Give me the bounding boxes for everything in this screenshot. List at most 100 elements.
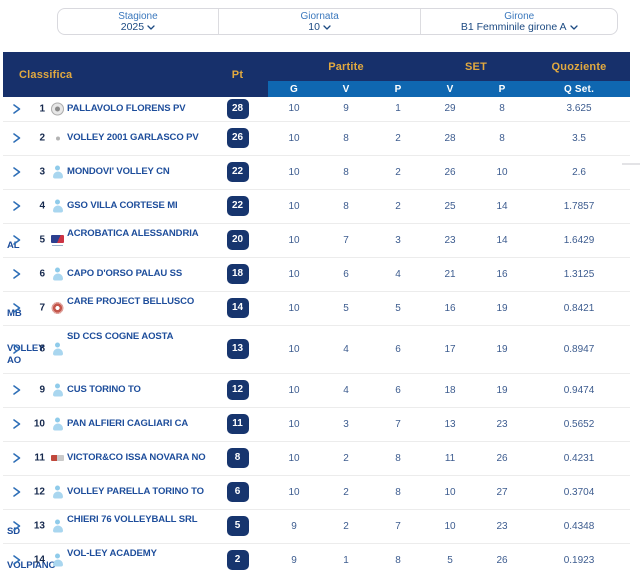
matches-lost-value: 3	[372, 223, 425, 258]
chevron-right-icon[interactable]	[12, 167, 21, 178]
filter-stagione[interactable]: Stagione 2025	[58, 9, 218, 34]
matches-lost-value: 1	[372, 97, 425, 122]
subheader-set-v: V	[424, 81, 477, 97]
set-quotient-value: 3.5	[528, 121, 631, 156]
rank-number: 1	[39, 103, 45, 115]
points-badge: 12	[226, 380, 249, 400]
points-cell: 18	[207, 257, 268, 292]
table-row[interactable]: 8 SD CCS COGNE AOSTA VOLLEY AO 13 10 4 6…	[3, 325, 631, 374]
table-row[interactable]: 14 VOL-LEY ACADEMY VOLPIANO 2 9 1 8 5 26…	[3, 543, 631, 570]
table-row[interactable]: 7 CARE PROJECT BELLUSCO MB 14 10 5 5 16 …	[3, 291, 631, 326]
filter-girone[interactable]: Girone B1 Femminile girone A	[420, 9, 617, 34]
rank-number: 8	[39, 343, 45, 355]
team-logo-icon	[51, 342, 64, 356]
team-cell: 1 PALLAVOLO FLORENS PV	[3, 97, 207, 122]
team-name: SD CCS COGNE AOSTA VOLLEY AO	[7, 331, 174, 366]
sets-lost-value: 8	[476, 121, 529, 156]
games-played-value: 10	[268, 373, 320, 408]
team-name: ACROBATICA ALESSANDRIA AL	[7, 228, 199, 251]
team-name: VOL-LEY ACADEMY VOLPIANO	[7, 548, 157, 570]
team-name: VOLLEY 2001 GARLASCO PV	[67, 132, 199, 143]
team-logo-icon	[51, 267, 64, 281]
subheader-p: P	[372, 81, 425, 97]
filter-giornata[interactable]: Giornata 10	[217, 9, 421, 34]
set-quotient-value: 2.6	[528, 155, 631, 190]
chevron-right-icon[interactable]	[12, 235, 21, 246]
filter-giornata-value[interactable]: 10	[308, 20, 331, 33]
chevron-right-icon[interactable]	[12, 103, 21, 114]
chevron-right-icon[interactable]	[12, 344, 21, 355]
divider-fragment	[622, 163, 640, 165]
rank-number: 2	[39, 132, 45, 144]
chevron-right-icon[interactable]	[12, 521, 21, 532]
matches-won-value: 4	[320, 373, 372, 408]
filter-girone-value[interactable]: B1 Femminile girone A	[461, 21, 578, 33]
chevron-right-icon[interactable]	[12, 453, 21, 464]
filter-stagione-value-text: 2025	[120, 20, 145, 33]
set-quotient-value: 0.5652	[528, 407, 631, 442]
chevron-right-icon[interactable]	[12, 487, 21, 498]
table-row[interactable]: 9 CUS TORINO TO 12 10 4 6 18 19 0.9474	[3, 373, 631, 408]
filter-girone-label: Girone	[504, 10, 535, 22]
set-quotient-value: 3.625	[528, 97, 631, 122]
filter-giornata-value-text: 10	[308, 20, 320, 33]
games-played-value: 10	[268, 475, 320, 510]
team-logo-icon	[51, 199, 64, 213]
games-played-value: 10	[268, 291, 320, 326]
table-row[interactable]: 13 CHIERI 76 VOLLEYBALL SRL SD 5 9 2 7 1…	[3, 509, 631, 544]
points-cell: 5	[207, 509, 268, 544]
table-row[interactable]: 4 GSO VILLA CORTESE MI 22 10 8 2 25 14 1…	[3, 189, 631, 224]
table-row[interactable]: 5 ACROBATICA ALESSANDRIA AL 20 10 7 3 23…	[3, 223, 631, 258]
matches-won-value: 7	[320, 223, 372, 258]
team-cell: 4 GSO VILLA CORTESE MI	[3, 189, 207, 224]
set-quotient-value: 1.3125	[528, 257, 631, 292]
sets-lost-value: 26	[476, 441, 529, 476]
chevron-right-icon[interactable]	[12, 555, 21, 566]
matches-won-value: 3	[320, 407, 372, 442]
matches-lost-value: 6	[372, 373, 425, 408]
sets-lost-value: 16	[476, 257, 529, 292]
chevron-right-icon[interactable]	[12, 269, 21, 280]
sets-lost-value: 23	[476, 509, 529, 544]
standings-body: 1 PALLAVOLO FLORENS PV 28 10 9 1 29 8 3.…	[3, 97, 631, 570]
chevron-right-icon[interactable]	[12, 419, 21, 430]
games-played-value: 10	[268, 189, 320, 224]
points-cell: 12	[207, 373, 268, 408]
team-cell: 14 VOL-LEY ACADEMY VOLPIANO	[3, 543, 207, 570]
table-row[interactable]: 2 VOLLEY 2001 GARLASCO PV 26 10 8 2 28 8…	[3, 121, 631, 156]
chevron-right-icon[interactable]	[12, 303, 21, 314]
team-logo-icon	[51, 553, 64, 567]
table-row[interactable]: 1 PALLAVOLO FLORENS PV 28 10 9 1 29 8 3.…	[3, 97, 631, 122]
matches-won-value: 8	[320, 121, 372, 156]
rank-number: 13	[33, 520, 45, 532]
matches-lost-value: 8	[372, 543, 425, 570]
matches-lost-value: 7	[372, 509, 425, 544]
team-cell: 8 SD CCS COGNE AOSTA VOLLEY AO	[3, 325, 207, 374]
filter-stagione-value[interactable]: 2025	[120, 20, 155, 33]
chevron-right-icon[interactable]	[12, 385, 21, 396]
table-row[interactable]: 11 VICTOR&CO ISSA NOVARA NO 8 10 2 8 11 …	[3, 441, 631, 476]
table-row[interactable]: 3 MONDOVI' VOLLEY CN 22 10 8 2 26 10 2.6	[3, 155, 631, 190]
sets-won-value: 28	[424, 121, 477, 156]
rank-number: 3	[39, 166, 45, 178]
header-pt: Pt	[207, 52, 268, 97]
points-badge: 8	[226, 448, 249, 468]
team-cell: 11 VICTOR&CO ISSA NOVARA NO	[3, 441, 207, 476]
chevron-right-icon[interactable]	[12, 201, 21, 212]
table-row[interactable]: 6 CAPO D'ORSO PALAU SS 18 10 6 4 21 16 1…	[3, 257, 631, 292]
team-name: GSO VILLA CORTESE MI	[67, 200, 178, 211]
chevron-right-icon[interactable]	[12, 133, 21, 144]
games-played-value: 10	[268, 155, 320, 190]
table-row[interactable]: 12 VOLLEY PARELLA TORINO TO 6 10 2 8 10 …	[3, 475, 631, 510]
points-badge: 14	[226, 298, 249, 318]
sets-lost-value: 10	[476, 155, 529, 190]
matches-lost-value: 2	[372, 189, 425, 224]
team-cell: 12 VOLLEY PARELLA TORINO TO	[3, 475, 207, 510]
team-logo-icon	[51, 417, 64, 431]
rank-number: 4	[39, 200, 45, 212]
team-name: CHIERI 76 VOLLEYBALL SRL SD	[7, 514, 198, 537]
matches-lost-value: 6	[372, 325, 425, 374]
points-cell: 8	[207, 441, 268, 476]
table-row[interactable]: 10 PAN ALFIERI CAGLIARI CA 11 10 3 7 13 …	[3, 407, 631, 442]
team-logo-icon	[51, 132, 64, 145]
